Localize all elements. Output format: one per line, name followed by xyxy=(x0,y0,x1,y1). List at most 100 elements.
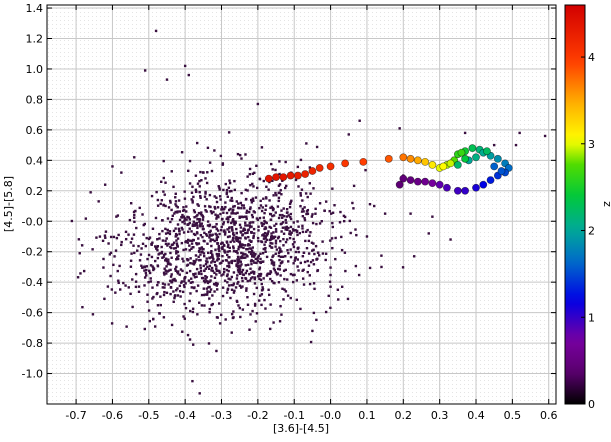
cloud-point xyxy=(312,187,315,190)
cloud-point xyxy=(365,235,369,238)
cloud-point xyxy=(268,244,272,248)
cloud-point xyxy=(235,227,238,231)
cloud-point xyxy=(239,286,243,289)
cloud-point xyxy=(248,173,251,176)
cloud-point xyxy=(275,193,278,197)
cloud-point xyxy=(228,179,231,182)
cloud-point xyxy=(147,309,151,312)
cloud-point xyxy=(161,239,165,242)
y-axis-label: [4.5]-[5.8] xyxy=(2,176,15,232)
cloud-point xyxy=(141,266,144,269)
cloud-point xyxy=(275,222,278,226)
cloud-point xyxy=(217,185,220,188)
cloud-point xyxy=(238,306,242,310)
cloud-point xyxy=(208,236,211,239)
cloud-point xyxy=(240,251,243,255)
cloud-point xyxy=(210,169,214,173)
cloud-point xyxy=(364,168,367,172)
cloud-point xyxy=(259,278,263,282)
cloud-point xyxy=(279,255,283,258)
cloud-point xyxy=(282,237,285,241)
cloud-point xyxy=(102,257,105,261)
cloud-point xyxy=(299,205,302,208)
cloud-point xyxy=(227,208,231,212)
cloud-point xyxy=(272,254,275,257)
cloud-point xyxy=(250,249,254,253)
cloud-point xyxy=(143,269,146,272)
cloud-point xyxy=(178,284,182,288)
cloud-point xyxy=(140,247,143,250)
cloud-point xyxy=(215,267,218,271)
cloud-point xyxy=(351,201,354,205)
cloud-point xyxy=(212,210,215,214)
cloud-point xyxy=(175,233,179,237)
cloud-point xyxy=(253,211,256,214)
cloud-point xyxy=(120,240,123,244)
cloud-point xyxy=(187,279,191,282)
cloud-point xyxy=(296,258,299,261)
cloud-point xyxy=(208,290,212,294)
cloud-point xyxy=(169,268,172,272)
cloud-point xyxy=(265,274,269,277)
cloud-point xyxy=(260,293,264,296)
cloud-point xyxy=(342,214,346,218)
cloud-point xyxy=(241,234,244,237)
cloud-point xyxy=(202,279,206,283)
cloud-point xyxy=(199,196,202,199)
cloud-point xyxy=(164,242,168,246)
cloud-point xyxy=(113,255,116,258)
cloud-point xyxy=(158,312,161,315)
x-tick-label: -0.5 xyxy=(138,409,159,422)
cloud-point xyxy=(305,142,308,145)
cloud-point xyxy=(103,183,107,186)
cloud-point xyxy=(246,224,249,227)
cloud-point xyxy=(190,286,193,289)
cloud-point xyxy=(215,200,219,204)
x-tick-label: -0.1 xyxy=(283,409,304,422)
cloud-point xyxy=(223,250,226,253)
cloud-point xyxy=(163,267,166,270)
cloud-point xyxy=(191,310,195,314)
cloud-point xyxy=(202,227,205,231)
cloud-point xyxy=(277,281,281,284)
cloud-point xyxy=(149,277,152,280)
cloud-point xyxy=(137,244,140,248)
cloud-point xyxy=(216,259,219,262)
cloud-point xyxy=(188,227,191,230)
cloud-point xyxy=(193,286,196,289)
cloud-point xyxy=(199,264,202,267)
cloud-point xyxy=(277,216,281,220)
cloud-point xyxy=(161,256,164,259)
cloud-point xyxy=(217,248,220,251)
cloud-point xyxy=(301,207,304,211)
cloud-point xyxy=(152,317,155,321)
cloud-point xyxy=(298,231,301,235)
cloud-point xyxy=(279,274,282,277)
cloud-point xyxy=(191,280,194,284)
cloud-point xyxy=(295,279,299,282)
cloud-point xyxy=(284,255,287,258)
track-point xyxy=(421,177,430,186)
cloud-point xyxy=(313,287,316,291)
cloud-point xyxy=(249,183,252,187)
track-point xyxy=(446,159,455,168)
cloud-point xyxy=(264,220,267,224)
cloud-point xyxy=(259,272,263,276)
cloud-point xyxy=(514,143,518,147)
cloud-point xyxy=(239,243,242,247)
cloud-point xyxy=(197,204,200,207)
cloud-point xyxy=(142,223,145,227)
cloud-point xyxy=(285,227,289,230)
track-point xyxy=(453,186,462,195)
cloud-point xyxy=(299,307,302,311)
cloud-point xyxy=(285,184,288,188)
cloud-point xyxy=(349,231,352,235)
cloud-point xyxy=(274,252,277,255)
cloud-point xyxy=(261,234,264,237)
cloud-point xyxy=(312,311,316,315)
cloud-point xyxy=(210,266,214,270)
track-point xyxy=(479,180,488,189)
cloud-point xyxy=(237,280,240,284)
cloud-point xyxy=(189,239,192,242)
track-point xyxy=(272,173,280,181)
